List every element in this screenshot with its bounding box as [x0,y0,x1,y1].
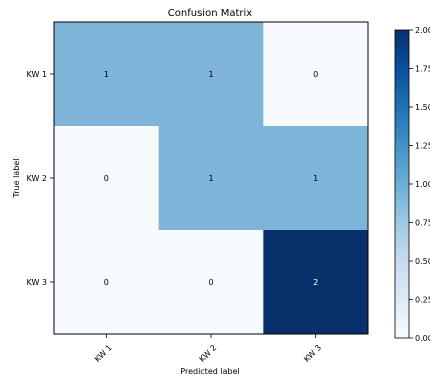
colorbar [394,29,410,339]
heatmap-cell-2-2 [158,126,264,231]
heatmap-cell-2-1 [54,126,160,231]
y-tick-label: KW 1 [26,70,47,79]
y-axis-label: True label [12,159,21,199]
colorbar-tick-label: 0.00 [415,334,430,343]
chart-title: Confusion Matrix [168,8,252,19]
colorbar-tick-label: 1.50 [415,103,430,112]
cell-value-label: 2 [313,278,318,287]
cell-value-label: 0 [104,174,109,183]
y-tick-label: KW 2 [26,174,47,183]
colorbar-tick-label: 0.75 [415,219,430,228]
heatmap-cell-1-1 [54,22,160,127]
colorbar-tick-label: 0.25 [415,296,430,305]
plot-frame [53,21,369,335]
colorbar-tick-label: 1.25 [415,142,430,151]
heatmap-cell-2-3 [263,126,369,231]
cell-value-label: 0 [313,70,318,79]
cell-value-label: 0 [208,278,213,287]
y-tick-label: KW 3 [26,278,47,287]
colorbar-tick-label: 2.00 [415,26,430,35]
cell-value-label: 1 [208,174,213,183]
colorbar-ticks: 0.00 0.25 0.50 0.75 1.00 1.25 1.50 1.75 2.00 [409,26,430,343]
colorbar-tick-label: 0.50 [415,257,430,266]
heatmap-cell-3-3 [263,230,369,335]
heatmap-cell-3-1 [54,230,160,335]
heatmap-cell-3-2 [158,230,264,335]
cell-value-label: 1 [104,70,109,79]
cell-value-label: 0 [104,278,109,287]
heatmap-cells: 1 1 0 0 1 1 0 0 2 [54,22,369,335]
x-axis-label: Predicted label [180,367,239,376]
colorbar-tick-label: 1.75 [415,65,430,74]
cell-value-label: 1 [208,70,213,79]
colorbar-tick-label: 1.00 [415,180,430,189]
heatmap-cell-1-3 [263,22,369,127]
heatmap-cell-1-2 [158,22,264,127]
cell-value-label: 1 [313,174,318,183]
